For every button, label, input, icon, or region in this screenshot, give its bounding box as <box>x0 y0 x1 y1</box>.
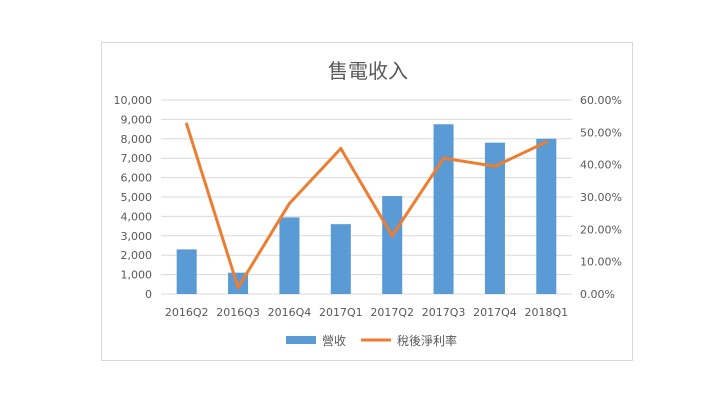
line-point <box>390 234 394 238</box>
legend: 營收 稅後淨利率 <box>286 333 457 348</box>
x-tick-label: 2018Q1 <box>524 306 568 319</box>
line-point <box>493 164 497 168</box>
x-tick-label: 2017Q3 <box>422 306 466 319</box>
right-tick-label: 50.00% <box>580 126 622 139</box>
left-tick-label: 9,000 <box>121 113 153 126</box>
margin-line <box>185 122 548 290</box>
line-point <box>544 140 548 144</box>
left-tick-label: 2,000 <box>121 249 153 262</box>
bar <box>536 138 557 294</box>
left-tick-label: 1,000 <box>121 269 153 282</box>
line-point <box>442 156 446 160</box>
bar <box>176 249 197 294</box>
legend-label-revenue: 營收 <box>322 334 346 348</box>
left-tick-label: 6,000 <box>121 172 153 185</box>
x-tick-label: 2017Q1 <box>319 306 363 319</box>
legend-swatch-revenue <box>286 336 316 344</box>
left-tick-label: 4,000 <box>121 210 153 223</box>
left-tick-label: 7,000 <box>121 152 153 165</box>
right-tick-label: 10.00% <box>580 256 622 269</box>
x-tick-label: 2016Q4 <box>268 306 312 319</box>
x-tick-label: 2016Q2 <box>165 306 209 319</box>
left-axis: 0 1,000 2,000 3,000 4,000 5,000 6,000 7,000 8,00… <box>114 94 153 301</box>
bar <box>382 196 403 294</box>
right-tick-label: 40.00% <box>580 159 622 172</box>
right-tick-label: 20.00% <box>580 223 622 236</box>
line-point <box>236 286 240 290</box>
line-point <box>339 147 343 150</box>
right-tick-label: 30.00% <box>580 191 622 204</box>
x-tick-label: 2017Q4 <box>473 306 517 319</box>
bar <box>279 217 300 294</box>
x-axis: 2016Q2 2016Q3 2016Q4 2017Q1 2017Q2 2017Q3 2017… <box>165 306 568 319</box>
legend-label-margin: 稅後淨利率 <box>397 333 457 348</box>
left-tick-label: 5,000 <box>121 191 153 204</box>
left-tick-label: 10,000 <box>114 94 153 107</box>
gridlines <box>161 99 572 295</box>
line-series-margin <box>185 122 548 290</box>
x-tick-label: 2016Q3 <box>216 306 260 319</box>
left-tick-label: 0 <box>145 288 152 301</box>
line-point <box>185 122 189 126</box>
chart-area: 售電收入 0 1,000 2,000 3,000 4,000 5,000 6,000 7,00… <box>101 42 633 361</box>
combo-chart: 售電收入 0 1,000 2,000 3,000 4,000 5,000 6,000 7,00… <box>114 59 622 348</box>
left-tick-label: 8,000 <box>121 133 153 146</box>
bar <box>484 142 505 294</box>
right-tick-label: 60.00% <box>580 94 622 107</box>
x-tick-label: 2017Q2 <box>370 306 414 319</box>
right-tick-label: 0.00% <box>580 288 615 301</box>
right-axis: 0.00% 10.00% 20.00% 30.00% 40.00% 50.00% 60.00… <box>580 94 622 301</box>
bar <box>330 224 351 294</box>
chart-title: 售電收入 <box>328 59 408 83</box>
left-tick-label: 3,000 <box>121 230 153 243</box>
line-point <box>287 201 291 205</box>
bar <box>433 124 454 294</box>
bar-series-revenue <box>176 124 557 294</box>
